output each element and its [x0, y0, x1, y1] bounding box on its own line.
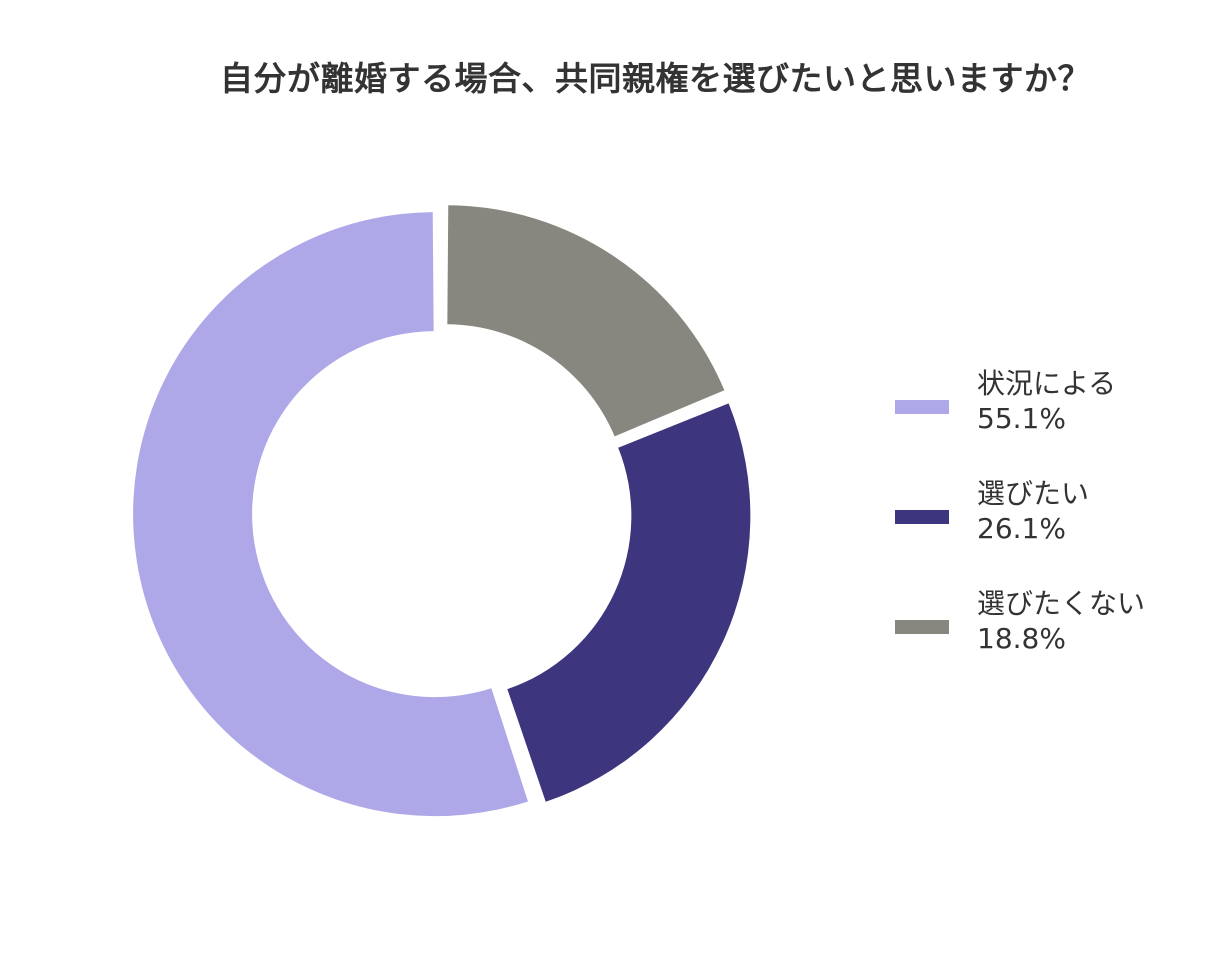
chart-title: 自分が離婚する場合、共同親権を選びたいと思いますか？ — [220, 59, 1091, 98]
legend-label: 状況による — [977, 367, 1117, 400]
slice-not-want — [447, 205, 725, 437]
legend-value: 18.8% — [977, 622, 1066, 655]
legend-swatch-situational — [895, 400, 949, 414]
legend-value: 26.1% — [977, 512, 1066, 545]
legend-swatch-not-want — [895, 620, 949, 634]
legend-swatch-want — [895, 510, 949, 524]
legend-value: 55.1% — [977, 402, 1066, 435]
legend-label: 選びたくない — [977, 587, 1146, 620]
legend-label: 選びたい — [977, 477, 1090, 510]
slice-want — [507, 403, 751, 802]
slice-situational — [133, 212, 528, 817]
